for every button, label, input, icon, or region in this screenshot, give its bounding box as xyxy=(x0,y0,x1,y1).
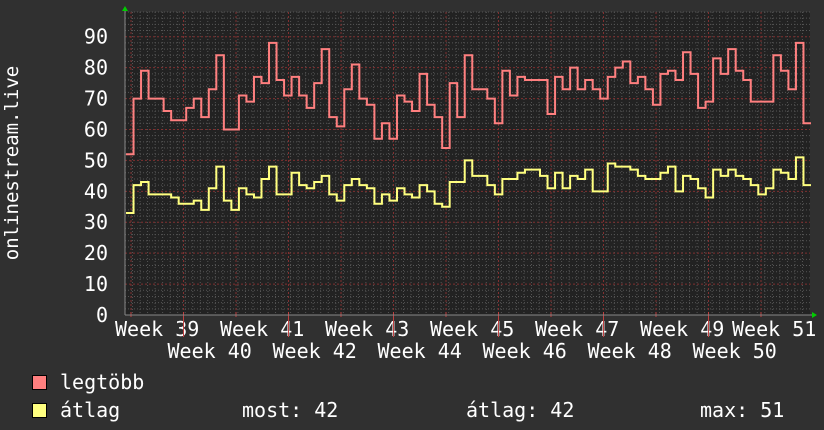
stat-average: átlag: 42 xyxy=(466,398,575,422)
x-tick-label: Week 43 xyxy=(325,317,409,341)
y-tick-label: 70 xyxy=(84,87,108,111)
y-axis-arrow xyxy=(122,6,128,11)
y-tick-label: 30 xyxy=(84,210,108,234)
y-tick-label: 60 xyxy=(84,117,108,141)
x-tick-label: Week 49 xyxy=(640,317,724,341)
y-axis-label: onlinestream.live xyxy=(1,65,23,261)
plot-background xyxy=(125,12,810,315)
x-tick-label: Week 47 xyxy=(535,317,619,341)
legend-swatch-avg xyxy=(32,403,47,418)
x-tick-label: Week 48 xyxy=(588,339,672,363)
x-tick-label: Week 46 xyxy=(483,339,567,363)
x-tick-label: Week 44 xyxy=(378,339,462,363)
x-tick-label: Week 41 xyxy=(220,317,304,341)
stat-current: most: 42 xyxy=(242,398,339,422)
x-tick-label: Week 39 xyxy=(115,317,199,341)
x-tick-label: Week 40 xyxy=(168,339,252,363)
x-tick-label: Week 42 xyxy=(273,339,357,363)
y-tick-label: 50 xyxy=(84,148,108,172)
legend-label-max: legtöbb xyxy=(60,370,145,394)
y-tick-label: 0 xyxy=(96,303,108,327)
x-tick-label: Week 51 xyxy=(732,317,816,341)
x-tick-label: Week 50 xyxy=(693,339,777,363)
x-axis-arrow xyxy=(812,312,817,318)
legend-item-avg: átlag most: 42 átlag: 42 max: 51 xyxy=(32,398,812,422)
series-line-max xyxy=(126,41,811,156)
series-line-avg xyxy=(126,156,811,214)
legend-swatch-max xyxy=(32,375,47,390)
y-tick-label: 40 xyxy=(84,179,108,203)
y-tick-label: 90 xyxy=(84,25,108,49)
y-tick-label: 80 xyxy=(84,56,108,80)
stat-maximum: max: 51 xyxy=(700,398,785,422)
y-tick-label: 10 xyxy=(84,272,108,296)
x-tick-label: Week 45 xyxy=(430,317,514,341)
y-tick-label: 20 xyxy=(84,241,108,265)
legend-label-avg: átlag xyxy=(60,398,121,422)
